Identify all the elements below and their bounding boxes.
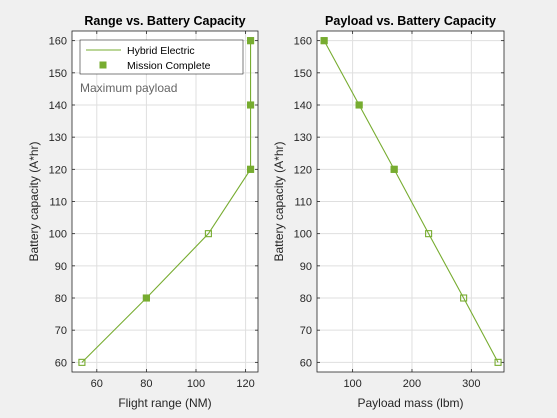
series-point bbox=[494, 358, 502, 366]
y-tick-label: 100 bbox=[49, 229, 67, 241]
series-point bbox=[204, 230, 212, 238]
legend-marker-swatch bbox=[99, 61, 107, 69]
annotation: Maximum payload bbox=[80, 81, 177, 95]
legend: Hybrid Electric Mission Complete bbox=[79, 39, 244, 75]
x-tick-label: 100 bbox=[187, 378, 205, 390]
series-point bbox=[460, 294, 468, 302]
legend-box bbox=[79, 39, 244, 75]
y-tick-label: 140 bbox=[294, 100, 312, 112]
y-tick-label: 90 bbox=[300, 261, 312, 273]
chart-title: Payload vs. Battery Capacity bbox=[325, 14, 496, 28]
x-tick-label: 120 bbox=[236, 378, 254, 390]
y-tick-label: 80 bbox=[55, 293, 67, 305]
y-tick-label: 160 bbox=[49, 36, 67, 48]
x-tick-label: 300 bbox=[462, 378, 480, 390]
y-tick-label: 150 bbox=[49, 68, 67, 80]
mission-complete-point bbox=[320, 37, 328, 45]
mission-complete-point bbox=[247, 165, 255, 173]
y-tick-label: 70 bbox=[300, 325, 312, 337]
y-tick-label: 90 bbox=[55, 261, 67, 273]
y-tick-label: 140 bbox=[49, 100, 67, 112]
x-tick-label: 80 bbox=[140, 378, 152, 390]
y-axis-label: Battery capacity (A*hr) bbox=[27, 141, 41, 261]
chart-2: 100 200 300 60 70 80 90 100 110 120 130 140 150 160 Pa… bbox=[272, 14, 505, 410]
y-tick-label: 70 bbox=[55, 325, 67, 337]
legend-entry: Hybrid Electric bbox=[127, 45, 195, 57]
y-tick-label: 110 bbox=[49, 197, 67, 209]
mission-complete-point bbox=[390, 165, 398, 173]
y-tick-label: 110 bbox=[294, 197, 312, 209]
x-tick-label: 60 bbox=[91, 378, 103, 390]
y-tick-label: 60 bbox=[55, 357, 67, 369]
legend-entry: Mission Complete bbox=[127, 60, 211, 72]
series-point bbox=[425, 230, 433, 238]
x-tick-label: 100 bbox=[343, 378, 361, 390]
series-line bbox=[323, 40, 499, 363]
y-tick-label: 130 bbox=[49, 132, 67, 144]
x-tick-label: 200 bbox=[403, 378, 421, 390]
y-tick-label: 160 bbox=[294, 36, 312, 48]
mission-complete-point bbox=[247, 101, 255, 109]
series-point bbox=[78, 358, 86, 366]
x-axis-label: Payload mass (lbm) bbox=[357, 396, 463, 410]
y-tick-label: 120 bbox=[294, 164, 312, 176]
y-axis-label: Battery capacity (A*hr) bbox=[272, 141, 286, 261]
y-tick-label: 100 bbox=[294, 229, 312, 241]
chart-1: 60 80 100 120 60 70 80 90 100 110 120 130 140 150 160 R… bbox=[27, 14, 259, 410]
x-axis-label: Flight range (NM) bbox=[118, 396, 211, 410]
y-tick-label: 150 bbox=[294, 68, 312, 80]
y-tick-label: 80 bbox=[300, 293, 312, 305]
mission-complete-point bbox=[142, 294, 150, 302]
mission-complete-point bbox=[247, 37, 255, 45]
chart-title: Range vs. Battery Capacity bbox=[84, 14, 245, 28]
y-tick-label: 120 bbox=[49, 164, 67, 176]
series-line bbox=[81, 40, 252, 363]
y-tick-label: 60 bbox=[300, 357, 312, 369]
mission-complete-point bbox=[355, 101, 363, 109]
y-tick-label: 130 bbox=[294, 132, 312, 144]
